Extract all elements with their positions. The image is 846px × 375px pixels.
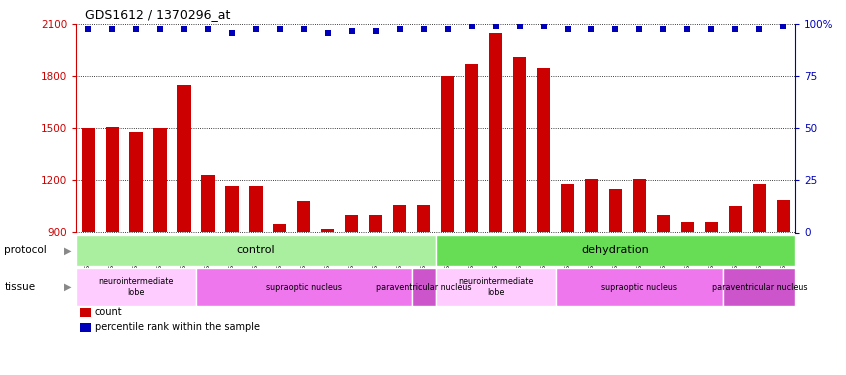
Bar	[489, 33, 503, 232]
Bar	[412, 268, 436, 306]
Point	[536, 24, 550, 30]
Bar	[556, 268, 723, 306]
Bar	[436, 268, 556, 306]
Bar	[178, 85, 190, 232]
Text: paraventricular nucleus: paraventricular nucleus	[376, 283, 471, 292]
Point	[297, 26, 310, 32]
Bar	[537, 68, 550, 232]
Text: count: count	[95, 308, 123, 317]
Point	[777, 24, 790, 30]
Bar	[196, 268, 412, 306]
Bar	[417, 205, 431, 232]
Text: ▶: ▶	[64, 282, 72, 292]
Text: neurointermediate
lobe: neurointermediate lobe	[98, 278, 173, 297]
Point	[513, 24, 526, 30]
Point	[81, 26, 95, 32]
Bar	[753, 184, 766, 232]
Bar	[250, 186, 262, 232]
Text: GDS1612 / 1370296_at: GDS1612 / 1370296_at	[85, 8, 230, 21]
Point	[153, 26, 167, 32]
Bar	[561, 184, 574, 232]
Text: percentile rank within the sample: percentile rank within the sample	[95, 322, 260, 332]
Bar	[297, 201, 310, 232]
Point	[225, 30, 239, 36]
Point	[489, 24, 503, 30]
Point	[728, 26, 742, 32]
Point	[633, 26, 646, 32]
Point	[369, 28, 382, 34]
Bar	[81, 128, 95, 232]
Bar	[656, 215, 670, 232]
Bar	[106, 127, 118, 232]
Point	[680, 26, 694, 32]
Text: protocol: protocol	[4, 245, 47, 255]
Bar	[681, 222, 694, 232]
Point	[321, 30, 334, 36]
Point	[393, 26, 406, 32]
Point	[417, 26, 431, 32]
Bar	[225, 186, 239, 232]
Text: ▶: ▶	[64, 245, 72, 255]
Text: control: control	[237, 245, 275, 255]
Bar	[728, 207, 742, 232]
Point	[561, 26, 574, 32]
Point	[201, 26, 215, 32]
Point	[129, 26, 143, 32]
Bar	[609, 189, 622, 232]
Bar	[513, 57, 526, 232]
Point	[752, 26, 766, 32]
Bar	[369, 215, 382, 232]
Bar	[705, 222, 718, 232]
Point	[273, 26, 287, 32]
Point	[177, 26, 190, 32]
Point	[608, 26, 622, 32]
Bar	[321, 229, 334, 232]
Text: neurointermediate
lobe: neurointermediate lobe	[458, 278, 533, 297]
Bar	[585, 179, 598, 232]
Bar	[723, 268, 795, 306]
Point	[345, 28, 359, 34]
Bar	[777, 200, 790, 232]
Point	[656, 26, 670, 32]
Bar	[633, 179, 646, 232]
Text: dehydration: dehydration	[581, 245, 650, 255]
Bar	[393, 205, 406, 232]
Point	[441, 26, 454, 32]
Point	[705, 26, 718, 32]
Point	[105, 26, 118, 32]
Bar	[201, 175, 215, 232]
Bar	[273, 224, 287, 232]
Bar	[436, 235, 795, 266]
Point	[585, 26, 598, 32]
Bar	[76, 235, 436, 266]
Bar	[129, 132, 143, 232]
Text: paraventricular nucleus: paraventricular nucleus	[711, 283, 807, 292]
Bar	[345, 215, 359, 232]
Bar	[441, 76, 454, 232]
Point	[249, 26, 262, 32]
Text: supraoptic nucleus: supraoptic nucleus	[266, 283, 342, 292]
Bar	[153, 128, 167, 232]
Bar	[465, 64, 478, 232]
Text: supraoptic nucleus: supraoptic nucleus	[602, 283, 678, 292]
Point	[464, 24, 478, 30]
Text: tissue: tissue	[4, 282, 36, 292]
Bar	[76, 268, 196, 306]
